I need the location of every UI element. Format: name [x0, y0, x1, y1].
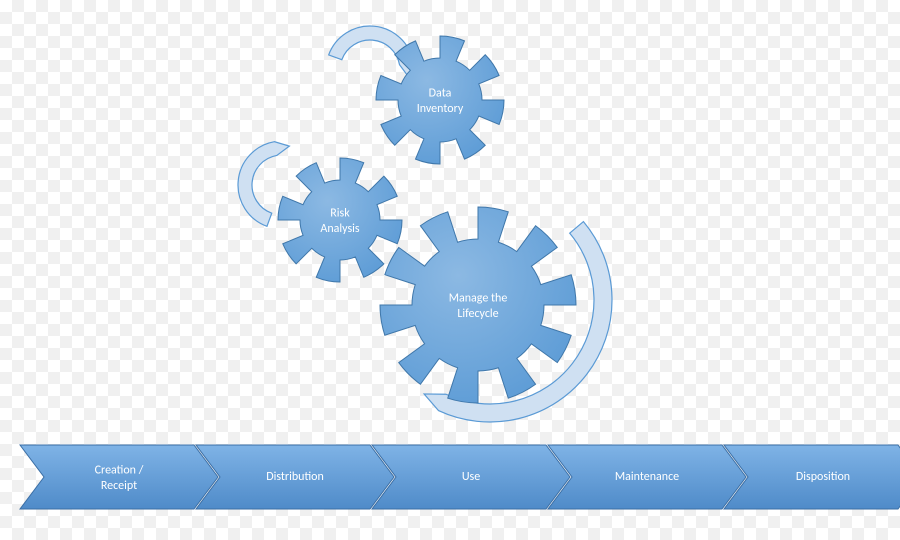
- diagram-svg: Data Inventory Risk Analysis Manage the Lifec…: [0, 0, 900, 540]
- diagram-canvas: Data Inventory Risk Analysis Manage the Lifec…: [0, 0, 900, 540]
- chevron-label-2: Use: [462, 470, 480, 484]
- gear-data-inventory: Data Inventory: [376, 36, 504, 164]
- chevron-step-0: Creation / Receipt: [20, 445, 218, 509]
- chevron-label-4: Disposition: [796, 470, 850, 484]
- chevron-label-0-line1: Creation /: [95, 463, 144, 477]
- gear-risk-analysis: Risk Analysis: [278, 158, 402, 282]
- gear-manage-lifecycle: Manage the Lifecycle: [380, 207, 576, 403]
- gear-label-manage-lifecycle-line2: Lifecycle: [457, 307, 498, 321]
- chevron-step-2: Use: [372, 445, 570, 509]
- chevron-step-3: Maintenance: [548, 445, 746, 509]
- chevron-step-4: Disposition: [724, 445, 900, 509]
- chevron-step-1: Distribution: [196, 445, 394, 509]
- chevron-label-0-line2: Receipt: [101, 479, 137, 493]
- gear-label-risk-analysis-line2: Analysis: [320, 222, 360, 236]
- chevron-label-1: Distribution: [266, 470, 324, 484]
- gear-label-data-inventory-line2: Inventory: [417, 102, 464, 116]
- chevron-label-3: Maintenance: [615, 470, 679, 484]
- gear-label-data-inventory-line1: Data: [429, 86, 452, 100]
- gear-label-risk-analysis-line1: Risk: [330, 206, 350, 220]
- gear-label-manage-lifecycle-line1: Manage the: [449, 291, 508, 305]
